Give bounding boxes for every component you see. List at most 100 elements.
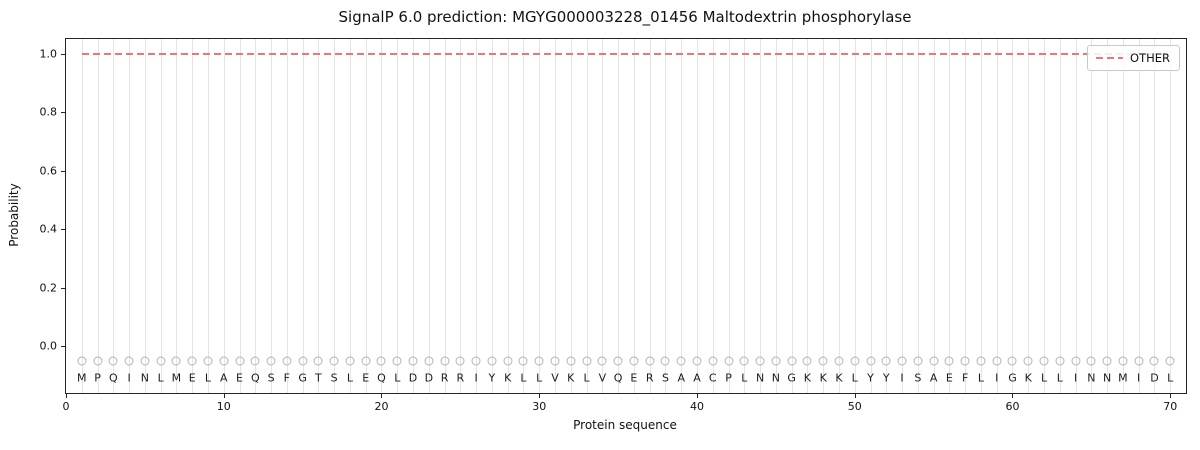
residue-marker <box>345 356 355 366</box>
residue-letter: L <box>157 371 164 385</box>
residue-marker <box>455 356 465 366</box>
gridline <box>980 39 982 393</box>
residue-marker <box>361 356 371 366</box>
x-tick-label: 0 <box>62 400 70 413</box>
residue-marker <box>77 356 87 366</box>
residue-marker <box>219 356 229 366</box>
residue-marker <box>629 356 639 366</box>
y-tick <box>61 170 66 172</box>
residue-letter: Y <box>867 371 874 385</box>
residue-marker <box>913 356 923 366</box>
residue-letter: A <box>677 371 685 385</box>
residue-marker <box>534 356 544 366</box>
gridline <box>1028 39 1030 393</box>
residue-marker <box>881 356 891 366</box>
residue-marker <box>755 356 765 366</box>
residue-letter: Q <box>250 371 260 385</box>
y-tick <box>61 112 66 114</box>
residue-letter: T <box>315 371 322 385</box>
x-tick-label: 70 <box>1163 400 1178 413</box>
gridline <box>933 39 935 393</box>
gridline <box>1059 39 1061 393</box>
residue-letter: D <box>1150 371 1159 385</box>
x-tick-label: 10 <box>216 400 231 413</box>
residue-letter: A <box>929 371 938 385</box>
y-tick-label: 0.0 <box>39 339 58 353</box>
residue-letter: L <box>536 371 543 385</box>
gridline <box>97 39 99 393</box>
residue-marker <box>1055 356 1065 366</box>
y-tick-label: 0.2 <box>39 281 58 295</box>
y-tick <box>61 229 66 231</box>
residue-marker <box>1149 356 1159 366</box>
residue-letter: K <box>567 371 575 385</box>
gridline <box>397 39 399 393</box>
residue-marker <box>329 356 339 366</box>
gridline <box>160 39 162 393</box>
residue-letter: V <box>551 371 559 385</box>
residue-marker <box>1165 356 1175 366</box>
gridline <box>491 39 493 393</box>
y-axis-label: Probability <box>7 183 21 247</box>
residue-marker <box>613 356 623 366</box>
residue-letter: C <box>708 371 717 385</box>
residue-marker <box>313 356 323 366</box>
gridline <box>413 39 415 393</box>
residue-marker <box>834 356 844 366</box>
gridline <box>965 39 967 393</box>
residue-marker <box>250 356 260 366</box>
gridline <box>192 39 194 393</box>
gridline <box>807 39 809 393</box>
residue-marker <box>850 356 860 366</box>
gridline <box>239 39 241 393</box>
gridline <box>823 39 825 393</box>
residue-marker <box>708 356 718 366</box>
residue-letter: V <box>598 371 607 385</box>
gridline <box>1107 39 1109 393</box>
gridline <box>744 39 746 393</box>
x-tick-label: 50 <box>847 400 862 413</box>
x-tick <box>854 393 856 398</box>
residue-letter: I <box>127 371 131 385</box>
residue-marker <box>550 356 560 366</box>
gridline <box>681 39 683 393</box>
residue-letter: S <box>267 371 275 385</box>
residue-marker <box>676 356 686 366</box>
y-tick-label: 0.6 <box>39 164 58 178</box>
residue-marker <box>582 356 592 366</box>
residue-marker <box>1007 356 1017 366</box>
x-tick-label: 60 <box>1005 400 1020 413</box>
residue-marker <box>1086 356 1096 366</box>
plot-area: OTHER 0.0 0.2 0.4 0.6 0.8 1.0 0 10 20 30 40 50 60 70 M… <box>40 38 1187 413</box>
residue-marker <box>976 356 986 366</box>
gridline <box>760 39 762 393</box>
residue-letter: Q <box>108 371 118 385</box>
x-tick <box>539 393 541 398</box>
gridline <box>176 39 178 393</box>
gridline <box>1138 39 1140 393</box>
x-tick <box>1170 393 1172 398</box>
residue-letter: L <box>204 371 212 385</box>
residue-letter: E <box>188 371 196 385</box>
residue-marker <box>376 356 386 366</box>
residue-letter: A <box>219 371 228 385</box>
residue-marker <box>203 356 213 366</box>
residue-letter: R <box>645 371 654 385</box>
gridline <box>602 39 604 393</box>
residue-letter: L <box>520 371 527 385</box>
residue-marker <box>660 356 670 366</box>
residue-marker <box>408 356 418 366</box>
x-tick <box>381 393 383 398</box>
residue-letter: E <box>362 371 370 385</box>
residue-letter: M <box>171 371 182 385</box>
residue-marker <box>282 356 292 366</box>
residue-letter: N <box>1103 371 1112 385</box>
y-tick <box>61 287 66 289</box>
residue-marker <box>944 356 954 366</box>
residue-marker <box>298 356 308 366</box>
gridline <box>271 39 273 393</box>
gridline <box>255 39 257 393</box>
gridline <box>902 39 904 393</box>
residue-letter: N <box>140 371 149 385</box>
